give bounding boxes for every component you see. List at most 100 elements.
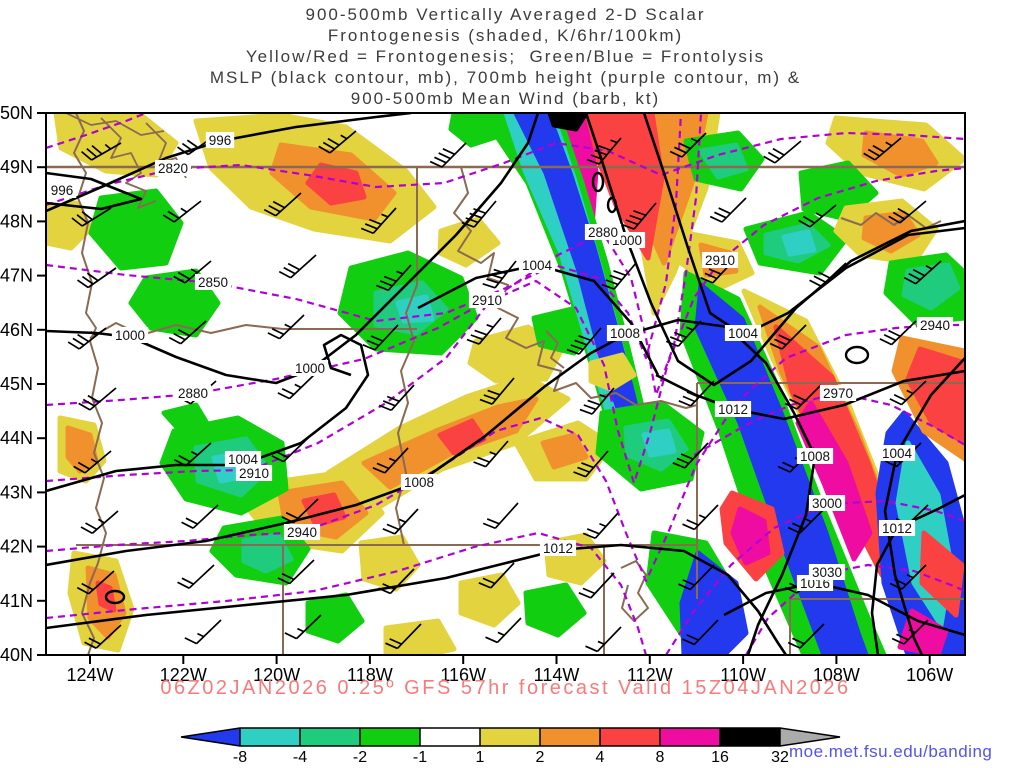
height-contour <box>665 499 965 655</box>
shading-blob <box>901 262 961 311</box>
lon-tick-label: 122W <box>160 665 207 685</box>
lat-tick-label: 44N <box>0 428 33 448</box>
mslp-closed-contour <box>606 196 618 214</box>
shading-blob <box>305 592 365 644</box>
colorbar-tick-label: 32 <box>771 749 789 766</box>
colorbar-segment <box>300 728 360 746</box>
contour-label: 1004 <box>518 257 556 273</box>
site-link[interactable]: moe.met.fsu.edu/banding <box>789 742 993 761</box>
wind-barb <box>67 327 107 350</box>
contour-labels: 9969961000100010001004100410041004100810… <box>47 132 954 591</box>
wind-barb <box>277 559 315 585</box>
wind-barb <box>271 437 309 463</box>
mslp-contour <box>584 113 965 387</box>
shading-blob <box>588 352 637 392</box>
wind-barb <box>479 377 515 405</box>
wind-barb <box>669 132 707 158</box>
wind-barb <box>278 254 317 279</box>
wind-barb <box>566 327 602 355</box>
title-line-1: 900-500mb Vertically Averaged 2-D Scalar <box>305 5 706 24</box>
colorbar-tick-label: -4 <box>293 749 307 766</box>
border-line <box>89 322 417 339</box>
shading-blob <box>547 113 589 132</box>
svg-text:1004: 1004 <box>228 452 259 467</box>
colorbar-tick-label: 8 <box>656 749 665 766</box>
border-line <box>395 284 418 546</box>
contour-label: 1008 <box>400 474 438 490</box>
wind-barb <box>621 202 657 230</box>
wind-barb <box>665 320 702 348</box>
shading-blob <box>523 582 587 638</box>
wind-barb <box>672 442 709 469</box>
lat-tick-label: 49N <box>0 157 33 177</box>
wind-barb <box>482 502 519 530</box>
shading-blob <box>448 113 505 148</box>
mslp-contour <box>870 493 965 655</box>
wind-barb <box>378 384 415 412</box>
lat-tick-label: 43N <box>0 482 33 502</box>
wind-barb <box>682 504 719 531</box>
shading-blob <box>88 188 184 271</box>
shading-blob <box>65 425 99 474</box>
shading-blob <box>730 506 771 566</box>
svg-text:2910: 2910 <box>472 293 502 308</box>
wind-barb <box>891 619 929 645</box>
lat-tick-label: 41N <box>0 591 33 611</box>
svg-text:996: 996 <box>51 183 74 198</box>
wind-barb <box>888 200 927 224</box>
contour-label: 1012 <box>878 520 916 536</box>
wind-barb <box>284 614 322 640</box>
lat-tick-label: 47N <box>0 266 33 286</box>
contour-label: 996 <box>47 182 77 198</box>
colorbar-segment <box>600 728 660 746</box>
border-line <box>620 560 649 622</box>
contour-label: 1004 <box>224 451 262 467</box>
wind-barb <box>181 504 219 529</box>
colorbar: -8 -4 -2 -1 1 2 4 8 16 32 <box>180 727 841 766</box>
colorbar-right-arrow <box>780 728 840 746</box>
shading-blob <box>919 530 965 618</box>
wind-barb <box>360 207 397 235</box>
contour-label: 1008 <box>796 448 834 464</box>
colorbar-segment <box>540 728 600 746</box>
shading-blob <box>861 130 939 178</box>
contour-label: 1012 <box>714 401 752 417</box>
svg-text:2910: 2910 <box>705 253 735 268</box>
svg-text:1008: 1008 <box>610 326 640 341</box>
mslp-contour <box>883 357 965 655</box>
border-line <box>73 113 107 655</box>
wind-barb <box>601 262 637 290</box>
svg-text:2910: 2910 <box>239 466 269 481</box>
wind-barb <box>798 204 837 228</box>
svg-text:2850: 2850 <box>198 275 228 290</box>
lon-tick-label: 110W <box>720 665 766 685</box>
wind-barb <box>429 142 467 168</box>
lon-tick-label: 106W <box>906 665 953 685</box>
wind-barb <box>184 619 222 645</box>
wind-barb <box>362 324 399 351</box>
border-line <box>545 330 565 369</box>
shading-blob <box>305 162 367 206</box>
shading-blob <box>861 210 921 254</box>
svg-text:1000: 1000 <box>295 361 325 376</box>
wind-barb <box>168 320 207 345</box>
colorbar-segment <box>240 728 300 746</box>
svg-text:1000: 1000 <box>115 328 145 343</box>
colorbar-segment <box>360 728 420 746</box>
wind-barb <box>582 512 619 540</box>
lon-tick-label: 114W <box>534 665 580 685</box>
wind-barb <box>385 623 422 650</box>
svg-text:1012: 1012 <box>718 402 748 417</box>
height-contour <box>46 131 965 207</box>
title-line-5: 900-500mb Mean Wind (barb, kt) <box>350 89 661 108</box>
wind-barb <box>73 450 112 474</box>
svg-text:2940: 2940 <box>287 525 317 540</box>
wind-barb <box>478 562 515 589</box>
svg-text:2970: 2970 <box>823 386 853 401</box>
wind-barb <box>375 264 412 292</box>
contour-label: 2820 <box>154 160 192 176</box>
chart-title: 900-500mb Vertically Averaged 2-D Scalar… <box>46 4 965 109</box>
lon-tick-label: 108W <box>813 665 860 685</box>
shading-blob <box>641 428 677 458</box>
shading-blob <box>698 142 749 180</box>
